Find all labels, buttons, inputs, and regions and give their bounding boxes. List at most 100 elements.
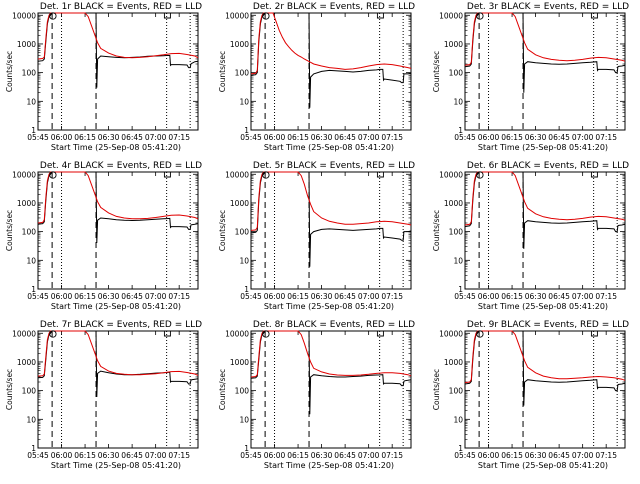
y-axis-label: Counts/sec <box>218 210 227 251</box>
y-tick-label: 1000 <box>17 358 36 367</box>
chart-title: Det. 8r BLACK = Events, RED = LLD <box>253 320 415 330</box>
chart-title: Det. 6r BLACK = Events, RED = LLD <box>467 161 629 171</box>
y-tick-label: 1 <box>458 126 463 135</box>
panel-7: Det. 7r BLACK = Events, RED = LLD 1 10 100 1… <box>5 320 202 470</box>
y-tick-label: 1000 <box>230 199 249 208</box>
y-tick-label: 1 <box>244 285 249 294</box>
y-axis-label: Counts/sec <box>432 51 441 92</box>
x-tick-label: 06:45 <box>548 133 570 142</box>
annotation-bracket <box>163 172 171 178</box>
x-tick-label: 05:45 <box>27 292 49 301</box>
x-tick-label: 07:15 <box>168 133 190 142</box>
x-tick-label: 06:15 <box>287 292 309 301</box>
x-tick-label: 06:45 <box>548 451 570 460</box>
y-tick-label: 10000 <box>225 329 249 338</box>
x-tick-label: 06:30 <box>525 292 547 301</box>
x-tick-label: 05:45 <box>27 451 49 460</box>
x-tick-label: 06:45 <box>121 133 143 142</box>
x-tick-label: 05:45 <box>240 133 262 142</box>
y-tick-label: 1 <box>31 126 36 135</box>
x-tick-label: 07:00 <box>358 133 380 142</box>
plot-frame <box>37 12 199 131</box>
chart-title: Det. 4r BLACK = Events, RED = LLD <box>40 161 202 171</box>
x-tick-label: 06:15 <box>74 451 96 460</box>
x-tick-label: 07:15 <box>595 133 617 142</box>
y-tick-label: 1 <box>458 285 463 294</box>
panel-2: Det. 2r BLACK = Events, RED = LLD 1 10 100 1… <box>218 2 415 152</box>
annotation-bracket <box>163 331 171 337</box>
y-tick-label: 1 <box>244 126 249 135</box>
panel-5: Det. 5r BLACK = Events, RED = LLD 1 10 100 1… <box>218 161 415 311</box>
x-tick-label: 06:15 <box>74 292 96 301</box>
x-tick-label: 06:30 <box>311 292 333 301</box>
y-tick-label: 10 <box>453 97 463 106</box>
x-tick-label: 06:30 <box>525 451 547 460</box>
y-tick-label: 10000 <box>12 329 36 338</box>
y-tick-label: 100 <box>235 228 250 237</box>
annotation-bracket <box>376 172 384 178</box>
y-tick-label: 1000 <box>444 40 463 49</box>
chart-title: Det. 9r BLACK = Events, RED = LLD <box>467 320 629 330</box>
annotation-circle <box>262 330 270 338</box>
annotation-bracket <box>163 13 171 19</box>
annotation-circle <box>49 330 57 338</box>
plot-frame <box>250 171 412 290</box>
y-axis-label: Counts/sec <box>432 369 441 410</box>
x-axis-label: Start Time (25-Sep-08 05:41:20) <box>478 143 608 152</box>
panel-4: Det. 4r BLACK = Events, RED = LLD 1 10 100 1… <box>5 161 202 311</box>
y-axis-label: Counts/sec <box>432 210 441 251</box>
x-tick-label: 07:15 <box>381 451 403 460</box>
x-tick-label: 06:00 <box>51 292 73 301</box>
y-tick-label: 100 <box>235 387 250 396</box>
x-tick-label: 06:45 <box>121 451 143 460</box>
y-tick-label: 10000 <box>12 11 36 20</box>
x-tick-label: 06:30 <box>98 133 120 142</box>
annotation-bracket <box>590 331 598 337</box>
y-tick-label: 10 <box>26 415 36 424</box>
x-axis-label: Start Time (25-Sep-08 05:41:20) <box>264 143 394 152</box>
panel-3: Det. 3r BLACK = Events, RED = LLD 1 10 100 1… <box>432 2 629 152</box>
series-lld <box>37 171 199 224</box>
annotation-bracket <box>376 13 384 19</box>
y-tick-label: 10 <box>453 256 463 265</box>
series-lld <box>464 330 626 384</box>
x-tick-label: 06:00 <box>478 133 500 142</box>
y-tick-label: 1000 <box>17 199 36 208</box>
plot-frame <box>250 330 412 449</box>
chart-title: Det. 2r BLACK = Events, RED = LLD <box>253 2 415 12</box>
y-axis-label: Counts/sec <box>218 51 227 92</box>
y-tick-label: 1 <box>31 285 36 294</box>
annotation-bracket <box>590 13 598 19</box>
annotation-circle <box>476 12 484 20</box>
y-tick-label: 1000 <box>444 358 463 367</box>
y-tick-label: 100 <box>449 228 464 237</box>
x-tick-label: 06:30 <box>98 292 120 301</box>
plot-frame <box>464 171 626 290</box>
x-tick-label: 06:00 <box>264 292 286 301</box>
y-tick-label: 10000 <box>439 329 463 338</box>
x-tick-label: 07:00 <box>145 292 167 301</box>
annotation-circle <box>476 171 484 179</box>
x-tick-label: 07:00 <box>572 292 594 301</box>
y-tick-label: 1000 <box>230 358 249 367</box>
x-tick-label: 07:15 <box>168 292 190 301</box>
chart-title: Det. 7r BLACK = Events, RED = LLD <box>40 320 202 330</box>
y-tick-label: 10 <box>453 415 463 424</box>
panel-6: Det. 6r BLACK = Events, RED = LLD 1 10 100 1… <box>432 161 629 311</box>
panel-8: Det. 8r BLACK = Events, RED = LLD 1 10 100 1… <box>218 320 415 470</box>
x-tick-label: 06:30 <box>311 451 333 460</box>
x-tick-label: 07:15 <box>381 133 403 142</box>
x-tick-label: 06:45 <box>334 133 356 142</box>
panel-9: Det. 9r BLACK = Events, RED = LLD 1 10 100 1… <box>432 320 629 470</box>
series-events <box>250 171 412 267</box>
x-tick-label: 07:00 <box>145 451 167 460</box>
x-tick-label: 05:45 <box>454 292 476 301</box>
annotation-bracket <box>590 172 598 178</box>
x-tick-label: 06:30 <box>98 451 120 460</box>
y-tick-label: 10000 <box>439 11 463 20</box>
y-tick-label: 10000 <box>225 170 249 179</box>
y-tick-label: 10 <box>239 256 249 265</box>
annotation-circle <box>476 330 484 338</box>
x-tick-label: 07:00 <box>572 133 594 142</box>
